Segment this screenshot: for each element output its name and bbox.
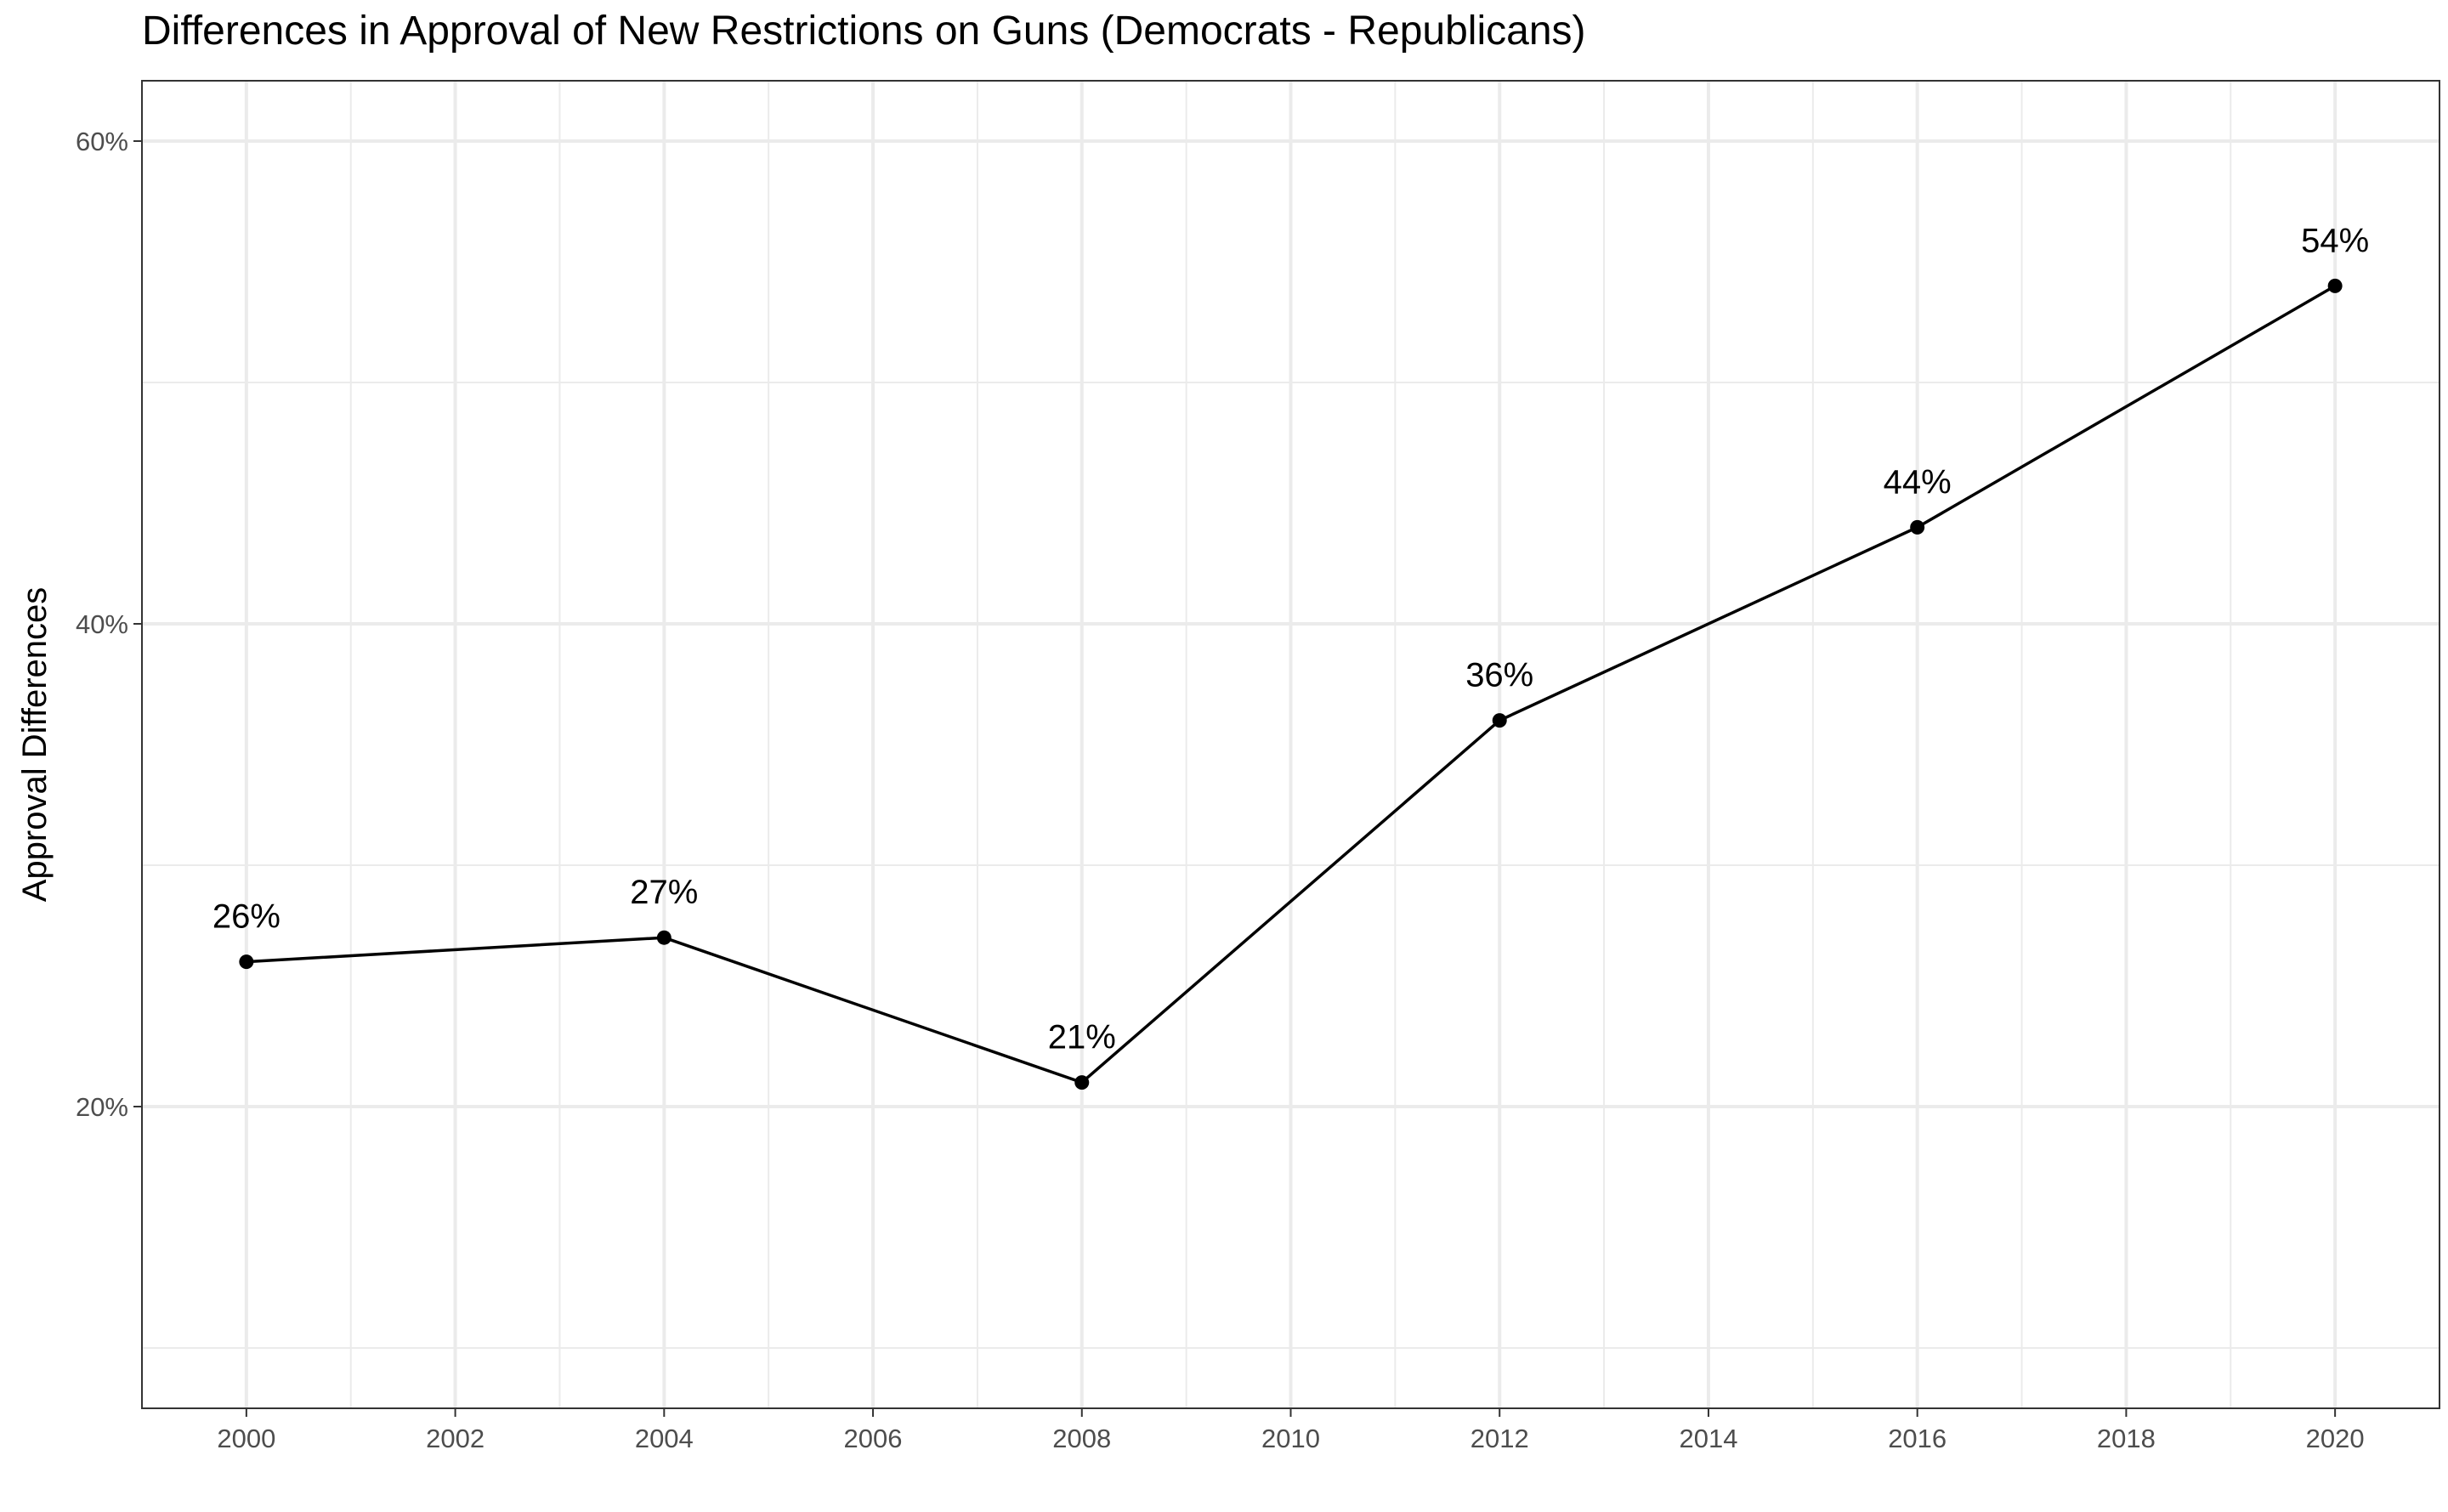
y-tick-label: 20% <box>76 1092 128 1122</box>
chart-title: Differences in Approval of New Restricti… <box>142 8 1586 54</box>
x-tick-label: 2002 <box>426 1424 484 1453</box>
data-label: 21% <box>1048 1019 1116 1056</box>
data-point <box>2327 278 2343 293</box>
x-tick-label: 2000 <box>217 1424 275 1453</box>
data-point <box>1910 519 1925 535</box>
y-axis-title: Approval Differences <box>16 587 54 903</box>
x-tick-label: 2006 <box>844 1424 903 1453</box>
data-point <box>1492 713 1507 728</box>
data-point <box>1074 1075 1090 1090</box>
data-label: 36% <box>1465 657 1533 694</box>
data-label: 44% <box>1884 463 1952 501</box>
x-tick-label: 2012 <box>1470 1424 1529 1453</box>
x-tick-label: 2020 <box>2306 1424 2365 1453</box>
data-label: 26% <box>212 898 280 936</box>
x-tick-label: 2010 <box>1261 1424 1320 1453</box>
x-tick-label: 2018 <box>2097 1424 2156 1453</box>
label-layer: 26% 27% 21% 36% 44% 54% <box>212 222 2369 1056</box>
data-label: 27% <box>630 874 698 911</box>
series-line <box>246 284 2337 1084</box>
x-tick-label: 2016 <box>1888 1424 1946 1453</box>
data-point <box>239 954 254 970</box>
data-label: 54% <box>2301 222 2369 259</box>
x-tick-label: 2008 <box>1052 1424 1111 1453</box>
axis-layer: 2000 2002 2004 2006 2008 2010 2012 2014 2016 2018… <box>16 80 2440 1453</box>
y-tick-label: 40% <box>76 609 128 639</box>
data-point <box>656 930 672 945</box>
x-tick-label: 2004 <box>635 1424 694 1453</box>
x-tick-label: 2014 <box>1679 1424 1737 1453</box>
y-tick-label: 60% <box>76 127 128 156</box>
grid-layer <box>141 81 2440 1408</box>
series-layer <box>239 278 2343 1090</box>
